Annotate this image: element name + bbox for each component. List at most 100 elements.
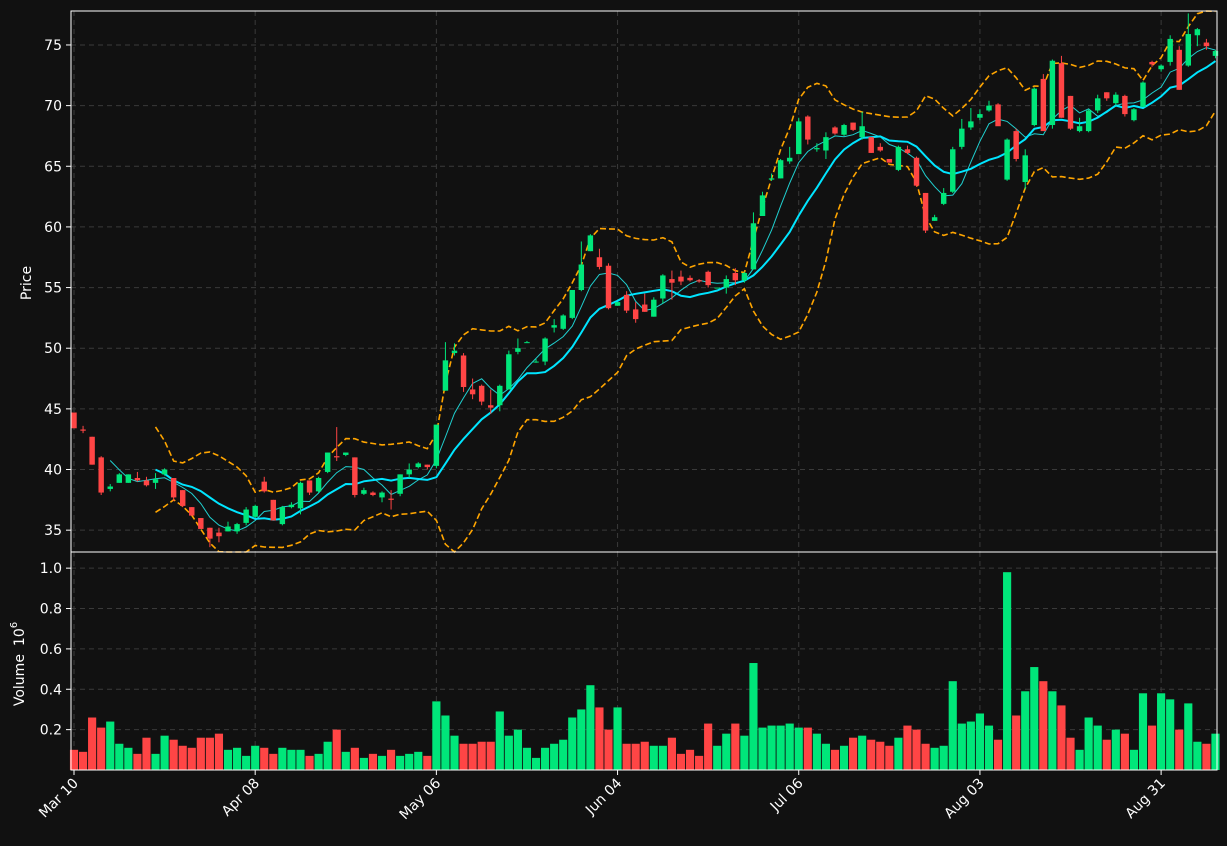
candle-body xyxy=(841,125,847,135)
volume-bar xyxy=(586,685,595,770)
volume-bar xyxy=(849,737,858,770)
volume-bar xyxy=(722,733,731,770)
candle-body xyxy=(170,478,177,498)
candle-body xyxy=(931,217,938,221)
volume-bar xyxy=(975,713,985,770)
candle-body xyxy=(361,490,367,494)
volume-bar xyxy=(296,749,305,770)
price-tick-label: 45 xyxy=(44,402,62,418)
volume-bar xyxy=(214,733,224,770)
volume-bar xyxy=(803,727,812,770)
candle-body xyxy=(614,302,621,306)
volume-bar xyxy=(88,717,97,770)
volume-bar xyxy=(667,737,676,770)
volume-bar xyxy=(205,737,214,770)
volume-label: Volume xyxy=(12,654,28,706)
candle-body xyxy=(922,192,929,231)
candle-body xyxy=(506,354,512,390)
candle-body xyxy=(786,157,793,162)
volume-bar xyxy=(115,743,124,770)
candle-body xyxy=(642,304,648,312)
volume-bar xyxy=(377,755,387,770)
volume-bar xyxy=(830,749,840,770)
candle-body xyxy=(261,481,267,492)
candle-body xyxy=(977,114,983,118)
candle-body xyxy=(370,492,376,495)
candle-body xyxy=(89,436,95,465)
volume-bar xyxy=(595,707,604,770)
candle-body xyxy=(940,192,947,204)
volume-bar xyxy=(776,725,785,770)
candle-body xyxy=(488,405,494,408)
candle-body xyxy=(279,507,286,525)
candle-body xyxy=(759,195,766,216)
volume-bar xyxy=(1138,693,1148,770)
candle-body xyxy=(1158,65,1164,70)
candle-body xyxy=(832,127,838,134)
candle-body xyxy=(669,279,675,283)
candle-body xyxy=(515,348,521,352)
candle-body xyxy=(379,492,385,498)
candle-body xyxy=(1167,38,1173,62)
volume-bar xyxy=(1066,737,1075,770)
volume-bar xyxy=(1120,733,1129,770)
volume-bar xyxy=(350,747,359,770)
volume-tick-label: 0.4 xyxy=(40,682,62,698)
volume-bar xyxy=(332,729,341,770)
candle-body xyxy=(605,265,612,309)
volume-bar xyxy=(1012,715,1021,770)
volume-bar xyxy=(1157,693,1166,770)
volume-axis: 0.2 0.4 0.6 0.8 1.0 xyxy=(40,561,71,739)
volume-bar xyxy=(278,747,287,770)
candle-body xyxy=(596,257,603,267)
volume-bar xyxy=(269,753,278,770)
volume-bar xyxy=(930,747,939,770)
volume-bar xyxy=(441,715,450,770)
candle-body xyxy=(868,137,874,153)
price-axis-label: Price xyxy=(19,266,35,300)
volume-bar xyxy=(894,737,903,770)
volume-bar xyxy=(1057,705,1066,770)
candle-body xyxy=(134,478,141,481)
candle-body xyxy=(1194,29,1201,36)
volume-bar xyxy=(405,753,414,770)
candle-body xyxy=(225,526,231,532)
price-tick-label: 75 xyxy=(44,38,62,54)
candle-body xyxy=(1004,139,1010,180)
volume-bar xyxy=(921,743,930,770)
candle-body xyxy=(741,273,748,281)
candle-body xyxy=(1094,98,1101,111)
price-tick-label: 35 xyxy=(44,523,62,539)
candle-body xyxy=(125,474,132,483)
candle-body xyxy=(1176,49,1182,90)
candle-body xyxy=(1212,51,1219,56)
price-tick-label: 50 xyxy=(44,341,62,357)
volume-bar xyxy=(1093,725,1102,770)
volume-bar xyxy=(704,723,713,770)
volume-bar xyxy=(151,753,160,770)
price-tick-label: 40 xyxy=(44,463,62,479)
volume-bar xyxy=(396,755,405,770)
volume-bar xyxy=(1111,729,1120,770)
candle-body xyxy=(1049,60,1056,126)
candle-body xyxy=(189,507,195,516)
volume-bar xyxy=(468,743,477,770)
candle-body xyxy=(234,524,240,532)
volume-bar xyxy=(260,747,269,770)
candle-body xyxy=(1149,61,1155,65)
volume-bar xyxy=(785,723,794,770)
volume-bar xyxy=(323,741,332,770)
volume-bar xyxy=(69,749,79,770)
volume-bar xyxy=(477,741,486,770)
candle-body xyxy=(777,160,784,179)
volume-bar xyxy=(513,729,522,770)
candle-body xyxy=(1085,110,1092,132)
candle-body xyxy=(1113,94,1119,104)
candle-body xyxy=(1131,109,1137,121)
candle-body xyxy=(1058,63,1065,118)
candle-body xyxy=(1040,78,1047,132)
volume-bar xyxy=(966,721,975,770)
candle-body xyxy=(877,146,883,151)
volume-tick-label: 0.6 xyxy=(40,642,62,658)
